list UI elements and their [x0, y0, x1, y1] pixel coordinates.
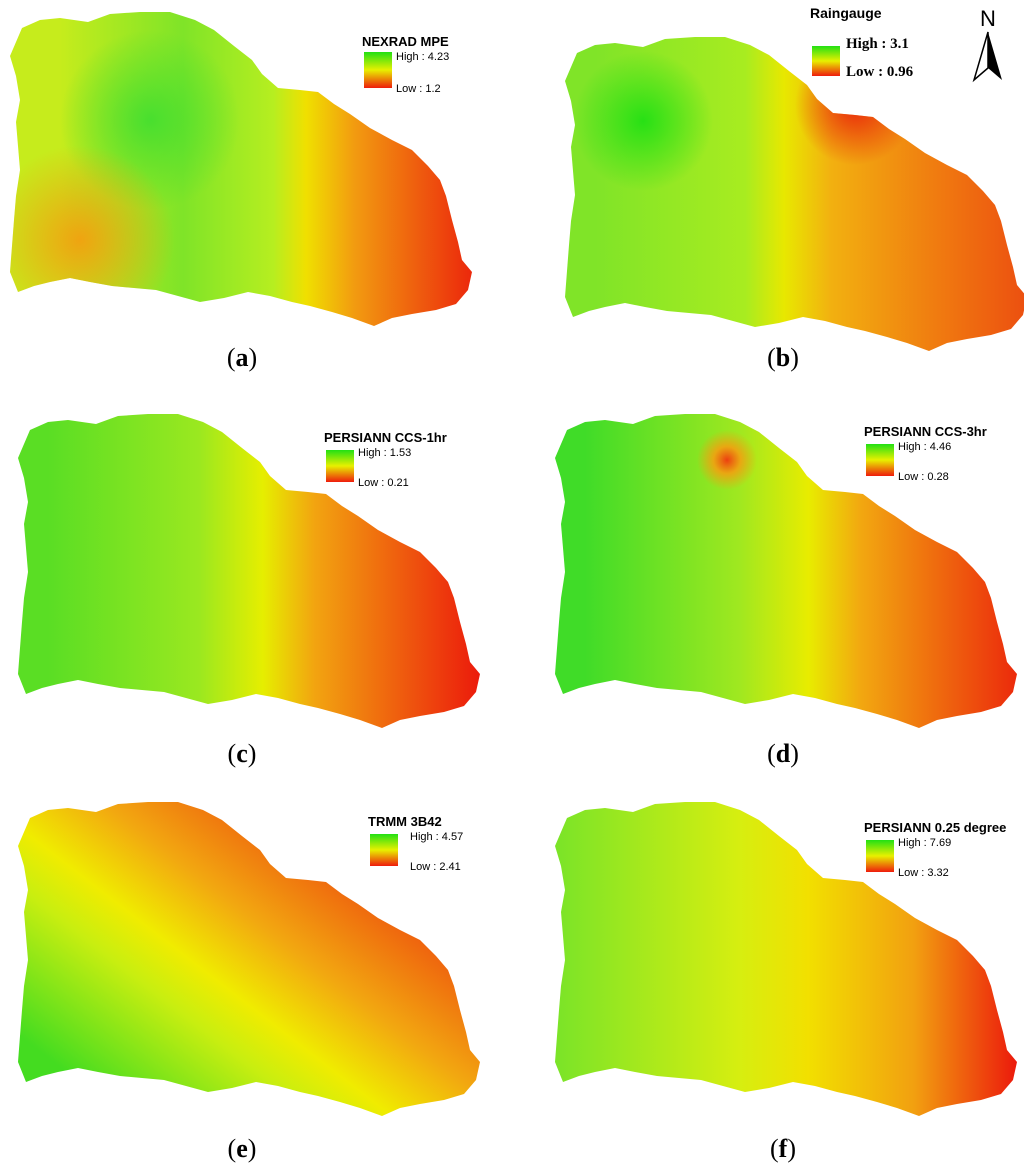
panel-a: NEXRAD MPE High : 4.23 Low : 1.2	[10, 12, 472, 326]
map-b	[565, 37, 1024, 351]
panel-caption-d: (d)	[767, 739, 799, 768]
panel-caption-a: (a)	[227, 343, 257, 372]
legend-title: TRMM 3B42	[368, 814, 442, 829]
legend-f: PERSIANN 0.25 degree High : 7.69 Low : 3…	[864, 820, 1006, 879]
legend-title: Raingauge	[810, 5, 882, 21]
legend-color-ramp	[370, 834, 398, 866]
panel-caption-c: (c)	[228, 739, 257, 768]
legend-title: PERSIANN 0.25 degree	[864, 820, 1006, 835]
north-arrow: N	[972, 6, 1002, 83]
legend-high-label: High : 4.57	[410, 831, 463, 843]
legend-color-ramp	[812, 46, 840, 76]
legend-high-label: High : 4.23	[396, 51, 449, 63]
legend-title: PERSIANN CCS-1hr	[324, 430, 447, 445]
legend-a: NEXRAD MPE High : 4.23 Low : 1.2	[362, 34, 449, 95]
legend-high-label: High : 7.69	[898, 837, 951, 849]
legend-low-label: Low : 0.96	[846, 64, 914, 80]
legend-title: NEXRAD MPE	[362, 34, 449, 49]
legend-low-label: Low : 0.28	[898, 471, 949, 483]
panel-d	[555, 414, 1017, 728]
legend-title: PERSIANN CCS-3hr	[864, 424, 987, 439]
map-f	[555, 802, 1017, 1116]
legend-b: Raingauge High : 3.1 Low : 0.96	[810, 5, 914, 80]
legend-low-label: Low : 2.41	[410, 861, 461, 873]
north-arrow-icon	[988, 32, 1002, 80]
legend-low-label: Low : 0.21	[358, 477, 409, 489]
legend-low-label: Low : 1.2	[396, 83, 441, 95]
map-c	[18, 414, 480, 728]
legend-color-ramp	[866, 840, 894, 872]
legend-color-ramp	[364, 52, 392, 88]
legend-high-label: High : 3.1	[846, 36, 909, 52]
legend-color-ramp	[866, 444, 894, 476]
legend-c: PERSIANN CCS-1hr High : 1.53 Low : 0.21	[324, 430, 447, 489]
map-d	[555, 414, 1017, 728]
legend-e: TRMM 3B42 High : 4.57 Low : 2.41	[368, 814, 463, 873]
legend-color-ramp	[326, 450, 354, 482]
panel-b	[565, 37, 1024, 351]
legend-low-label: Low : 3.32	[898, 867, 949, 879]
panel-f	[555, 802, 1017, 1116]
panel-caption-e: (e)	[228, 1134, 257, 1163]
panel-caption-b: (b)	[767, 343, 799, 372]
panel-c	[18, 414, 480, 728]
legend-d: PERSIANN CCS-3hr High : 4.46 Low : 0.28	[864, 424, 987, 483]
north-arrow-label: N	[980, 6, 996, 31]
legend-high-label: High : 1.53	[358, 447, 411, 459]
panel-caption-f: (f)	[770, 1134, 796, 1163]
legend-high-label: High : 4.46	[898, 441, 951, 453]
